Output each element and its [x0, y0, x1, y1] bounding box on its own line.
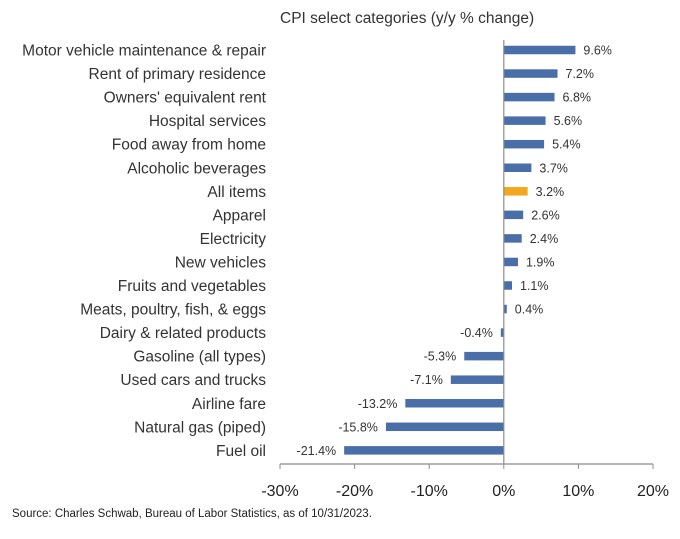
data-label: 2.6% — [531, 208, 560, 222]
category-label: Fruits and vegetables — [118, 278, 266, 295]
bar — [503, 234, 522, 243]
data-label: 1.1% — [520, 279, 549, 293]
data-label: -0.4% — [460, 326, 493, 340]
bar — [503, 116, 546, 125]
x-tick-label: -10% — [411, 483, 448, 500]
bar — [500, 328, 504, 337]
x-tick-label: 10% — [562, 483, 594, 500]
category-label: Dairy & related products — [100, 325, 267, 342]
bar — [503, 69, 558, 78]
category-label: Alcoholic beverages — [127, 160, 266, 177]
data-label: 0.4% — [515, 303, 544, 317]
bar — [503, 187, 528, 196]
data-label: -13.2% — [358, 397, 398, 411]
bar — [503, 210, 524, 220]
data-label: -21.4% — [297, 444, 337, 458]
category-label: Airline fare — [192, 396, 266, 413]
x-axis: -30% -20% -10% 0% 10% 20% — [261, 40, 669, 500]
bar — [450, 375, 504, 384]
bar — [385, 422, 504, 432]
category-label: Used cars and trucks — [120, 372, 266, 389]
bar — [344, 446, 504, 455]
category-label: All items — [207, 184, 266, 201]
bar — [503, 163, 532, 172]
category-label: Motor vehicle maintenance & repair — [22, 43, 266, 60]
category-label: Meats, poultry, fish, & eggs — [80, 302, 266, 319]
data-label: 6.8% — [563, 91, 592, 105]
x-tick-label: 20% — [637, 483, 669, 500]
category-label: Fuel oil — [216, 443, 266, 460]
category-label: Food away from home — [112, 137, 266, 154]
bar — [503, 257, 518, 267]
category-label: New vehicles — [175, 254, 267, 271]
data-label: 5.6% — [554, 114, 583, 128]
category-label: Hospital services — [149, 113, 266, 130]
data-label: 3.2% — [536, 185, 565, 199]
category-label: Electricity — [200, 231, 267, 248]
bar — [503, 281, 513, 290]
bar-chart: Motor vehicle maintenance & repair Rent o… — [22, 40, 669, 500]
category-label: Apparel — [213, 207, 266, 224]
category-labels: Motor vehicle maintenance & repair Rent o… — [22, 43, 267, 460]
bar — [503, 45, 576, 55]
data-label: 2.4% — [530, 232, 559, 246]
bar — [503, 92, 555, 102]
data-label: 1.9% — [526, 255, 555, 269]
data-label: 9.6% — [583, 44, 612, 58]
data-label: -5.3% — [424, 350, 457, 364]
data-label: 3.7% — [539, 161, 568, 175]
x-tick-label: 0% — [492, 483, 515, 500]
category-label: Owners' equivalent rent — [104, 90, 267, 107]
category-label: Rent of primary residence — [89, 66, 266, 83]
x-tick-label: -30% — [261, 483, 298, 500]
source-note: Source: Charles Schwab, Bureau of Labor … — [12, 508, 372, 520]
category-label: Natural gas (piped) — [134, 419, 266, 436]
bar — [503, 139, 545, 149]
bar — [464, 351, 504, 361]
data-label: -7.1% — [410, 373, 443, 387]
data-label: 7.2% — [566, 67, 595, 81]
bar — [405, 399, 504, 408]
bars — [344, 45, 576, 455]
category-label: Gasoline (all types) — [133, 349, 266, 366]
chart-title: CPI select categories (y/y % change) — [280, 10, 535, 27]
bar — [503, 304, 507, 314]
data-label: 5.4% — [552, 138, 581, 152]
data-labels: 9.6% 7.2% 6.8% 5.6% 5.4% 3.7% 3.2% 2.6% 2.4% 1.9%… — [297, 44, 612, 458]
x-tick-label: -20% — [336, 483, 373, 500]
data-label: -15.8% — [338, 420, 378, 434]
